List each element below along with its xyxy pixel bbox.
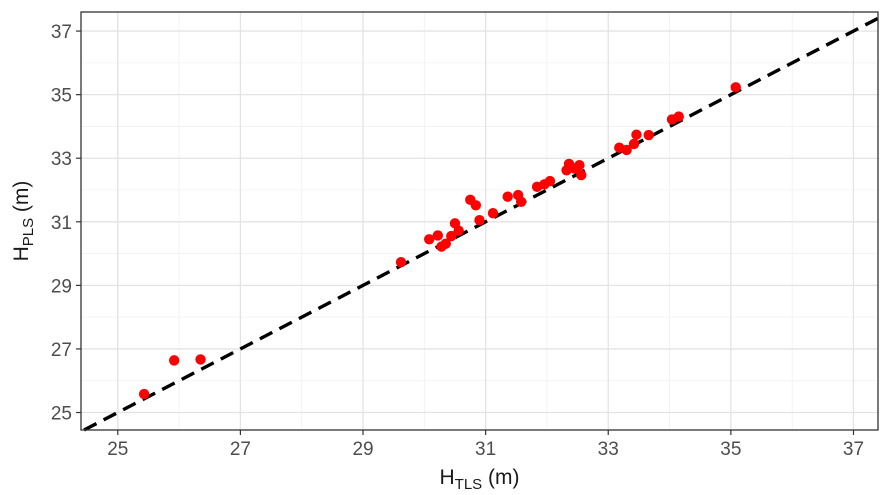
data-point [574,160,585,171]
x-tick-label: 27 [230,439,251,460]
data-point [470,200,482,211]
x-axis-title: HTLS (m) [439,466,519,493]
data-point [195,354,206,365]
y-axis-title-main: H [10,246,33,261]
x-tick-label: 37 [843,439,864,460]
x-tick-label: 31 [475,439,496,460]
data-point [168,355,180,366]
data-point [487,208,499,219]
data-point [631,129,642,140]
data-point [424,234,435,245]
y-tick-label: 33 [51,149,72,170]
x-tick-label: 25 [107,439,128,460]
y-tick-label: 25 [51,404,72,425]
data-point [673,111,684,122]
points-layer [138,82,741,400]
data-point [440,238,451,249]
data-point [446,230,457,242]
x-axis-title-main: H [439,466,454,489]
panel-border [80,11,879,431]
y-tick-label: 31 [51,213,72,234]
data-point [474,215,485,226]
data-point [515,196,527,207]
y-tick-label: 27 [51,340,72,361]
y-tick-label: 37 [51,22,72,43]
y-axis-title: HPLS (m) [10,181,37,262]
y-tick-label: 29 [51,276,72,297]
data-point [395,256,407,268]
data-point [730,82,741,93]
y-axis: 25 27 29 31 33 35 37 [51,22,81,425]
x-tick-label: 29 [352,439,373,460]
x-axis: 25 27 29 31 33 35 37 [107,430,864,460]
data-point [643,129,654,141]
y-axis-title-subscript: PLS [20,218,37,246]
data-point [576,169,587,181]
data-point [432,230,444,241]
data-point [138,388,150,400]
x-axis-title-subscript: TLS [455,476,483,493]
data-point [502,191,513,202]
data-point [544,175,556,187]
grid [81,12,878,430]
x-tick-label: 33 [598,439,619,460]
y-tick-label: 35 [51,86,72,107]
y-axis-title-unit: (m) [10,181,33,218]
data-point [628,138,640,150]
x-axis-title-unit: (m) [482,466,519,489]
data-point [453,225,464,236]
x-tick-label: 35 [720,439,741,460]
data-point [621,144,632,156]
